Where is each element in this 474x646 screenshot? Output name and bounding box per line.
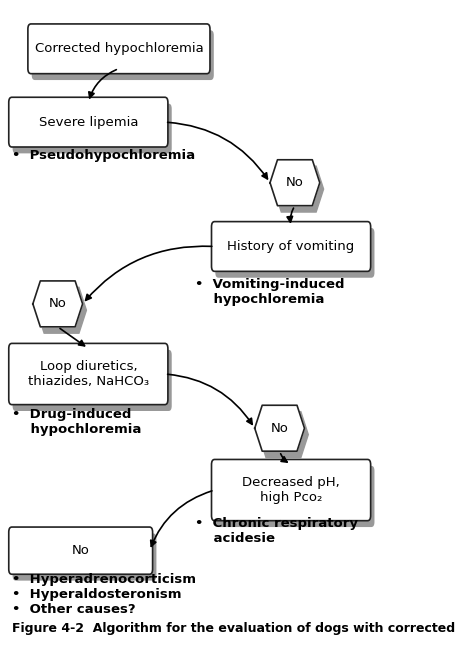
Text: Decreased pH,
high Pco₂: Decreased pH, high Pco₂ bbox=[242, 476, 340, 504]
FancyBboxPatch shape bbox=[13, 103, 172, 153]
Text: Corrected hypochloremia: Corrected hypochloremia bbox=[35, 42, 203, 56]
Text: Figure 4-2  Algorithm for the evaluation of dogs with corrected: Figure 4-2 Algorithm for the evaluation … bbox=[12, 623, 455, 636]
FancyBboxPatch shape bbox=[9, 527, 153, 574]
Polygon shape bbox=[33, 281, 82, 327]
Text: Loop diuretics,
thiazides, NaHCO₃: Loop diuretics, thiazides, NaHCO₃ bbox=[28, 360, 149, 388]
Text: •  Drug-induced
    hypochloremia: • Drug-induced hypochloremia bbox=[12, 408, 141, 436]
Polygon shape bbox=[274, 166, 324, 212]
Text: No: No bbox=[49, 297, 67, 310]
Text: History of vomiting: History of vomiting bbox=[228, 240, 355, 253]
FancyBboxPatch shape bbox=[9, 98, 168, 147]
Text: No: No bbox=[286, 176, 304, 189]
Text: •  Hyperadrenocorticism
•  Hyperaldosteronism
•  Other causes?: • Hyperadrenocorticism • Hyperaldosteron… bbox=[12, 573, 196, 616]
Text: •  Pseudohypochloremia: • Pseudohypochloremia bbox=[12, 149, 195, 162]
Polygon shape bbox=[258, 412, 308, 457]
Polygon shape bbox=[36, 287, 86, 333]
FancyBboxPatch shape bbox=[32, 30, 214, 80]
FancyBboxPatch shape bbox=[13, 534, 156, 581]
Text: No: No bbox=[271, 422, 289, 435]
FancyBboxPatch shape bbox=[215, 466, 374, 527]
Polygon shape bbox=[255, 405, 304, 451]
Text: No: No bbox=[72, 544, 90, 557]
FancyBboxPatch shape bbox=[211, 222, 371, 271]
FancyBboxPatch shape bbox=[9, 344, 168, 404]
Text: •  Chronic respiratory
    acidesie: • Chronic respiratory acidesie bbox=[195, 517, 358, 545]
Polygon shape bbox=[270, 160, 320, 205]
FancyBboxPatch shape bbox=[215, 228, 374, 278]
FancyBboxPatch shape bbox=[13, 349, 172, 411]
FancyBboxPatch shape bbox=[211, 459, 371, 521]
Text: Severe lipemia: Severe lipemia bbox=[38, 116, 138, 129]
Text: •  Vomiting-induced
    hypochloremia: • Vomiting-induced hypochloremia bbox=[195, 278, 345, 306]
FancyBboxPatch shape bbox=[28, 24, 210, 74]
